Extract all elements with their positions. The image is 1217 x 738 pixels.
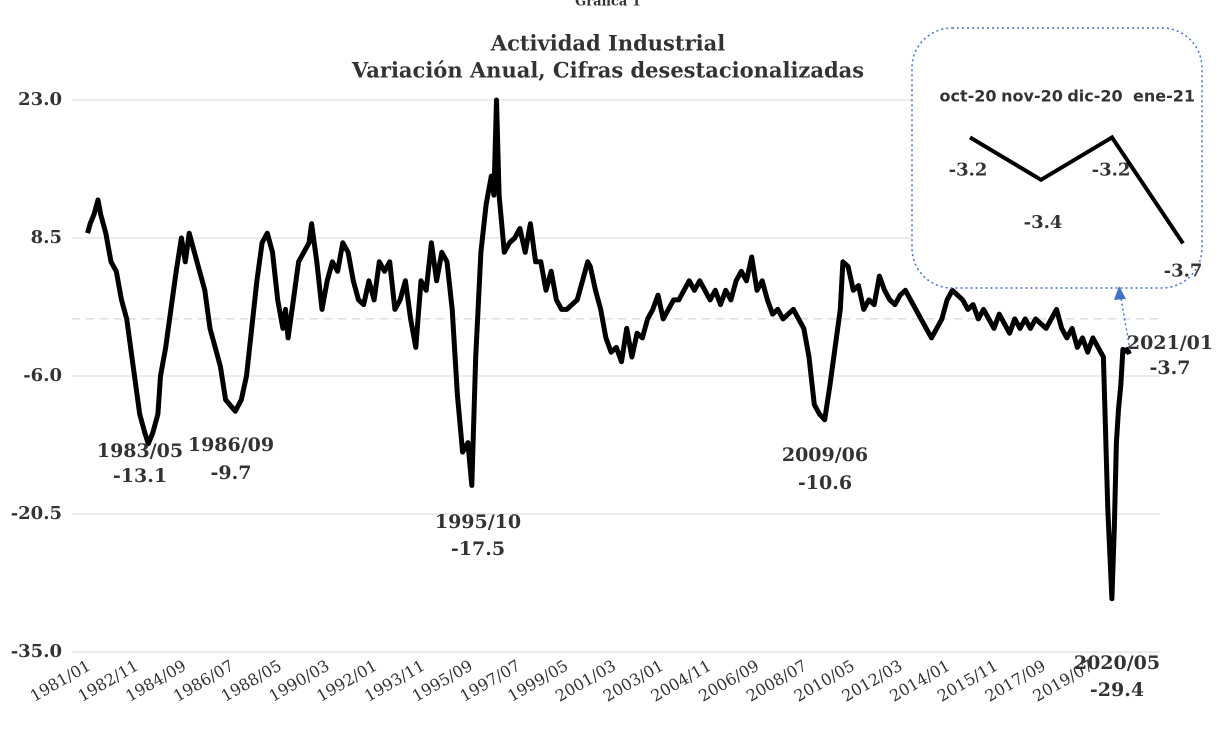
y-tick-label: 8.5 [31,227,62,248]
inset-value-label: -3.2 [1092,159,1131,180]
inset-value-label: -3.7 [1164,260,1203,281]
series-line [85,97,1132,602]
inset-category-label: nov-20 [1001,87,1063,106]
annotation-value: -10.6 [798,472,852,494]
annotation-date: 1986/09 [188,434,274,456]
annotation-value: -29.4 [1090,679,1144,701]
annotation-date: 1995/10 [435,511,521,533]
y-tick-label: 23.0 [18,89,62,110]
supertitle: Gráfica 1 [575,0,641,10]
inset: oct-20 -3.2 nov-20 -3.4 dic-20 -3.2 ene-21 -3.7 [939,87,1202,282]
annotation-value: -9.7 [211,462,252,484]
inset-line [968,134,1185,245]
inset-category-label: ene-21 [1133,87,1195,106]
inset-value-label: -3.4 [1024,212,1063,233]
inset-frame [911,27,1203,289]
y-tick-label: -20.5 [11,503,62,524]
annotation-date: 2021/01 [1127,332,1213,354]
y-tick-label: -35.0 [11,641,62,662]
inset-category-label: dic-20 [1067,87,1122,106]
annotation-date: 2009/06 [782,444,868,466]
annotation-value: -13.1 [113,465,167,487]
inset-arrow-head [1114,286,1126,300]
annotation-value: -3.7 [1150,357,1191,379]
annotation-date: 2020/05 [1074,652,1160,674]
annotation-value: -17.5 [451,538,505,560]
inset-category-label: oct-20 [939,87,996,106]
y-tick-label: -6.0 [23,365,62,386]
chart-title: Actividad Industrial [490,31,725,56]
inset-arrow [1120,297,1131,351]
inset-value-label: -3.2 [949,159,988,180]
annotation-date: 1983/05 [97,440,183,462]
chart-subtitle: Variación Anual, Cifras desestacionaliza… [351,58,864,83]
